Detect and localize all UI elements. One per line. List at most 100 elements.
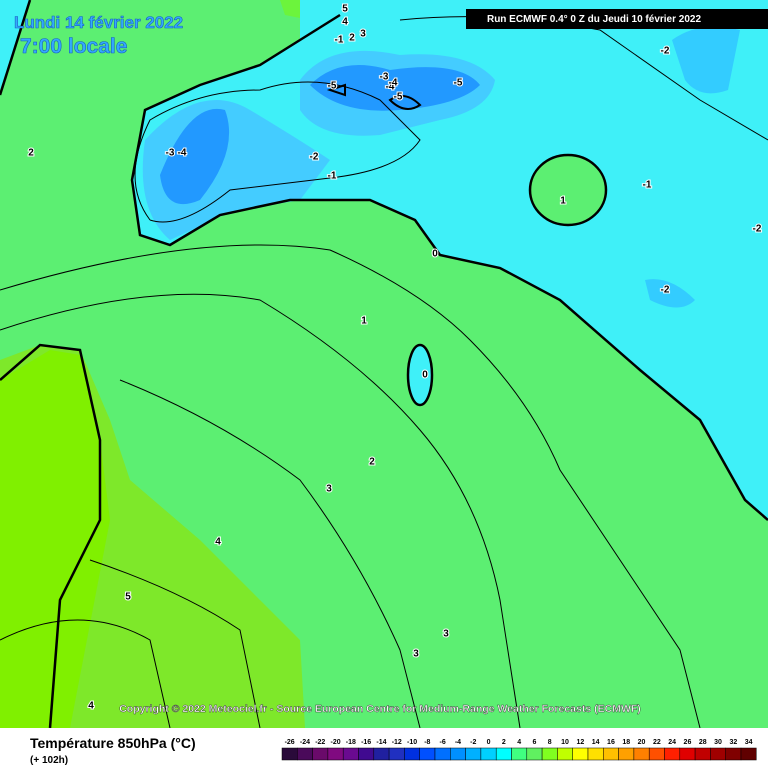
colorbar-label: -2 — [470, 739, 476, 746]
contour-label: 2 — [28, 148, 34, 159]
contour-label: -4 — [386, 82, 395, 93]
footer-title: Température 850hPa (°C) — [30, 735, 196, 751]
contour-label: 3 — [443, 629, 449, 640]
colorbar-swatch — [373, 747, 390, 761]
contour-label: -1 — [335, 35, 344, 46]
contour-label: -2 — [661, 285, 670, 296]
colorbar-swatch — [603, 747, 619, 761]
contour — [119, 379, 421, 729]
colorbar-label: 34 — [745, 739, 753, 746]
contour-label: 1 — [361, 316, 367, 327]
colorbar-label: -24 — [300, 739, 310, 746]
colorbar-swatch — [679, 747, 696, 761]
colorbar-label: 16 — [607, 739, 615, 746]
colorbar-swatch — [557, 747, 573, 761]
contour-label: 4 — [342, 17, 348, 28]
contour-label: 4 — [215, 537, 221, 548]
colorbar: -26 -24 -22 -20 -18 -16 -14 -12 -10 -8 -6 -4 -2 0 2 4 6 8… — [281, 739, 757, 761]
colorbar-swatch — [572, 747, 589, 761]
colorbar-label: -10 — [407, 739, 417, 746]
colorbar-label: -16 — [361, 739, 371, 746]
contour — [326, 83, 346, 97]
colorbar-label: 20 — [638, 739, 646, 746]
colorbar-swatch — [342, 747, 359, 761]
colorbar-swatch — [511, 747, 528, 761]
colorbar-swatch — [618, 747, 635, 761]
contour-label: -3 — [166, 148, 175, 159]
colorbar-swatch — [541, 747, 558, 761]
colorbar-swatch — [587, 747, 604, 761]
map: 54-1 2 3-3 -4-5 -4-5-5-3-4-2-101-1-2-2-22012… — [0, 0, 768, 729]
cold-zone — [132, 0, 768, 520]
colorbar-label: 12 — [576, 739, 584, 746]
contour-label: 4 — [88, 701, 94, 712]
colorbar-swatch — [480, 747, 497, 761]
contour — [0, 293, 521, 729]
forecast-time: 7:00 locale — [20, 35, 127, 58]
contour-label: 1 — [560, 196, 566, 207]
colorbar-swatch — [725, 747, 742, 761]
colorbar-label: 6 — [532, 739, 536, 746]
isotherm-4 — [0, 343, 102, 729]
colorbar-swatch — [526, 747, 543, 761]
contour-label: 5 — [125, 592, 131, 603]
cold-patch — [645, 279, 695, 308]
contour-label: 2 — [349, 33, 355, 44]
colorbar-swatch — [450, 747, 466, 761]
colorbar-swatch — [633, 747, 650, 761]
contour-label: -1 — [328, 171, 337, 182]
contour-label: 3 — [360, 29, 366, 40]
colorbar-label: 32 — [729, 739, 737, 746]
contour-label: 5 — [342, 4, 348, 15]
colorbar-label: -22 — [315, 739, 325, 746]
colorbar-label: -18 — [346, 739, 356, 746]
colorbar-swatch — [404, 747, 420, 761]
contour-label: 3 — [326, 484, 332, 495]
colorbar-swatch — [388, 747, 405, 761]
lead-time: (+ 102h) — [30, 755, 68, 766]
contour-labels: 54-1 2 3-3 -4-5 -4-5-5-3-4-2-101-1-2-2-22012… — [27, 3, 763, 713]
cold-core-deep — [310, 65, 480, 111]
contour-label: -5 — [328, 81, 337, 92]
colorbar-label: -12 — [392, 739, 402, 746]
zero-isotherm — [0, 0, 32, 96]
colorbar-swatch — [419, 747, 436, 761]
contour-label: 0 — [422, 370, 428, 381]
warm-dome — [528, 153, 608, 227]
forecast-date: Lundi 14 février 2022 — [14, 13, 183, 32]
zero-isotherm — [130, 13, 768, 521]
contour — [0, 619, 171, 729]
colorbar-swatch — [465, 747, 482, 761]
colorbar-label: -6 — [440, 739, 446, 746]
copyright: Copyright © 2022 Meteociel.fr - Source E… — [119, 703, 641, 715]
contour-label: -4 — [178, 148, 187, 159]
colorbar-label: 24 — [668, 739, 676, 746]
contour — [0, 244, 701, 729]
colorbar-label: 22 — [653, 739, 661, 746]
contour-label: -2 — [661, 46, 670, 57]
colorbar-label: -20 — [330, 739, 340, 746]
colorbar-label: 30 — [714, 739, 722, 746]
contour — [89, 559, 261, 729]
colorbar-swatch — [710, 747, 726, 761]
colorbar-label: 0 — [487, 739, 491, 746]
colorbar-label: 10 — [561, 739, 569, 746]
contour — [388, 95, 422, 110]
colorbar-swatch — [495, 747, 512, 761]
cold-patch — [672, 26, 740, 94]
cold-core-deep — [160, 108, 230, 205]
colorbar-swatch — [281, 747, 298, 761]
colorbar-label: -4 — [455, 739, 461, 746]
colorbar-swatch — [664, 747, 681, 761]
colorbar-label: 18 — [622, 739, 630, 746]
colorbar-swatch — [327, 747, 344, 761]
contour-label: -2 — [753, 224, 762, 235]
colorbar-swatch — [297, 747, 313, 761]
colorbar-label: 2 — [502, 739, 506, 746]
colorbar-label: -26 — [285, 739, 295, 746]
contour-label: 3 — [413, 649, 419, 660]
run-info: Run ECMWF 0.4° 0 Z du Jeudi 10 février 2… — [487, 14, 702, 25]
contour-label: -1 — [643, 180, 652, 191]
contour-label: 0 — [432, 249, 438, 260]
